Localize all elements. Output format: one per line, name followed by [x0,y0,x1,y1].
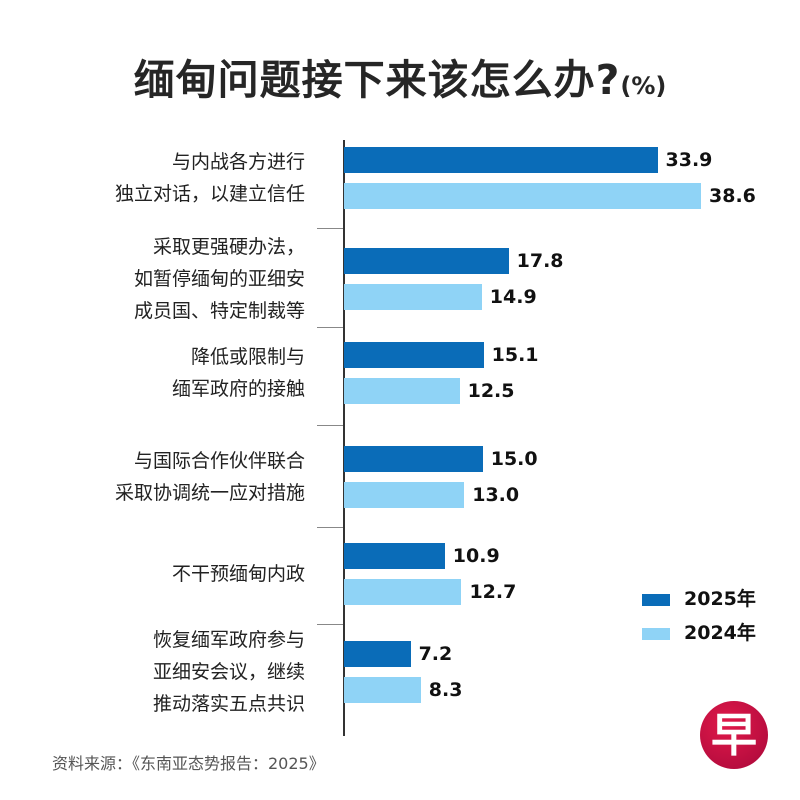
data-label: 7.2 [418,643,453,665]
data-label: 8.3 [428,679,463,701]
bar-2025 [344,446,483,472]
category-label: 恢复缅军政府参与 亚细安会议，继续 推动落实五点共识 [152,629,305,715]
group-separator [317,624,343,625]
bar-2024 [344,183,701,209]
zaobao-logo: 早 [700,701,768,769]
category-label: 与国际合作伙伴联合 采取协调统一应对措施 [114,450,305,504]
data-label: 38.6 [709,185,756,207]
bar-2025 [344,248,509,274]
source-note: 资料来源：《东南亚态势报告：2025》 [52,754,325,773]
legend-item-2025: 2025年 [642,584,756,611]
group-separator [317,327,343,328]
bar-2024 [344,482,465,508]
bar-2024 [344,378,460,404]
category-label: 与内战各方进行 独立对话，以建立信任 [114,151,305,205]
data-label: 12.5 [467,380,515,402]
data-label: 13.0 [472,484,520,506]
bar-2025 [344,342,484,368]
y-axis-line [343,140,345,736]
legend-label: 2024年 [684,622,756,644]
category-label: 采取更强硬办法， 如暂停缅甸的亚细安 成员国、特定制裁等 [133,236,305,322]
category-label: 降低或限制与 缅军政府的接触 [171,346,305,400]
bar-2025 [344,641,411,667]
bar-2024 [344,677,421,703]
bar-2024 [344,284,482,310]
group-separator [317,228,343,229]
category-label: 不干预缅甸内政 [171,563,305,585]
legend-swatch-2024 [642,627,670,640]
title-text: 缅甸问题接下来该怎么办? [133,56,621,104]
data-label: 10.9 [452,545,500,567]
legend-swatch-2025 [642,593,670,606]
data-label: 17.8 [516,250,564,272]
data-label: 33.9 [665,149,713,171]
legend-label: 2025年 [684,588,756,610]
legend-item-2024: 2024年 [642,618,756,645]
data-label: 15.1 [491,344,539,366]
group-separator [317,425,343,426]
data-label: 15.0 [490,448,538,470]
chart-title: 缅甸问题接下来该怎么办?(%) [0,46,800,106]
title-unit: (%) [620,72,667,100]
data-label: 14.9 [489,286,537,308]
group-separator [317,527,343,528]
data-label: 12.7 [469,581,517,603]
bar-2025 [344,543,445,569]
bar-2024 [344,579,462,605]
bar-2025 [344,147,658,173]
